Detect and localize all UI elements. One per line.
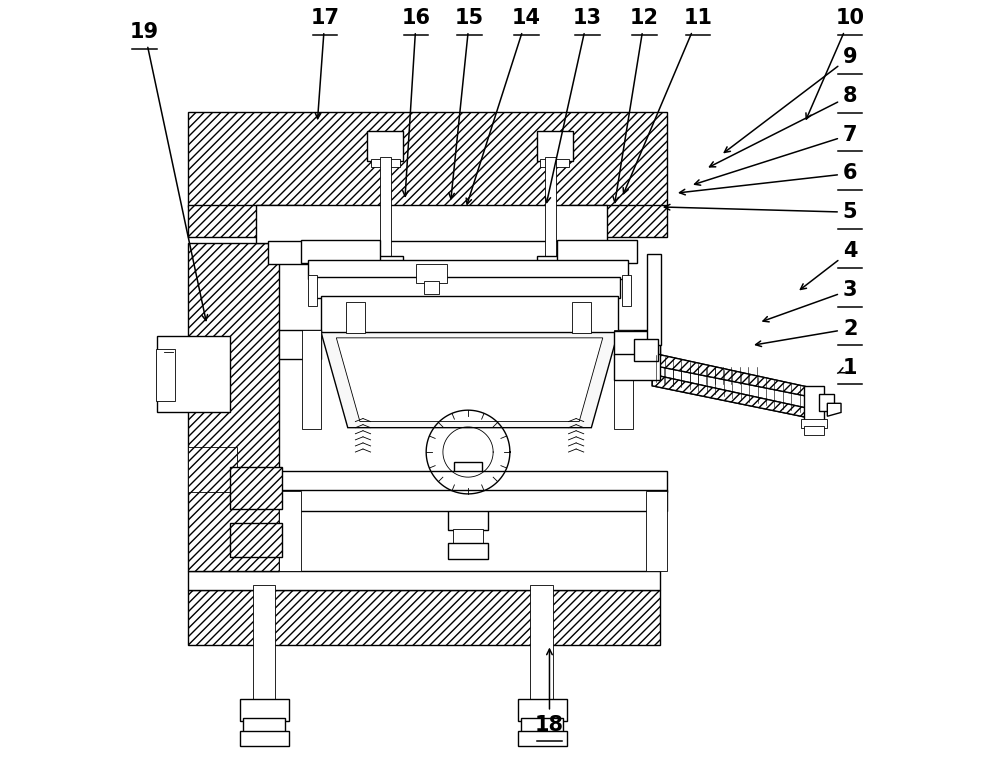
Bar — [346, 302, 365, 332]
Text: 3: 3 — [763, 280, 857, 322]
Polygon shape — [652, 353, 820, 399]
Bar — [268, 241, 595, 264]
Text: 8: 8 — [710, 86, 857, 167]
Text: 5: 5 — [664, 202, 857, 222]
Bar — [279, 471, 667, 492]
Bar — [156, 349, 175, 401]
Bar — [301, 241, 380, 264]
Bar — [614, 331, 660, 355]
Polygon shape — [652, 374, 820, 420]
Bar — [518, 699, 567, 720]
Text: 17: 17 — [310, 8, 339, 118]
Bar — [618, 330, 660, 359]
Bar — [377, 264, 393, 309]
Bar — [622, 276, 631, 306]
Bar — [546, 264, 563, 309]
Bar — [647, 254, 661, 345]
Bar — [448, 509, 488, 530]
Text: 10: 10 — [806, 8, 865, 119]
Bar — [308, 261, 628, 279]
Bar — [448, 543, 488, 558]
Bar — [801, 419, 827, 428]
Bar — [188, 244, 279, 571]
Bar — [253, 585, 275, 703]
Text: 11: 11 — [623, 8, 712, 193]
Text: 15: 15 — [449, 8, 484, 199]
Text: 9: 9 — [724, 47, 857, 153]
Bar — [188, 206, 301, 238]
Bar — [530, 585, 553, 703]
Text: 18: 18 — [535, 649, 564, 734]
Bar — [157, 336, 230, 413]
Text: 1: 1 — [838, 358, 857, 377]
Bar — [188, 590, 660, 645]
Bar — [321, 296, 618, 332]
Bar — [569, 206, 667, 238]
Bar — [188, 112, 667, 207]
Text: 12: 12 — [613, 8, 659, 202]
Bar — [804, 426, 824, 435]
Bar — [256, 206, 607, 244]
Bar — [371, 159, 400, 167]
Bar — [308, 276, 317, 306]
Bar — [537, 131, 573, 161]
Bar — [302, 330, 321, 429]
Polygon shape — [652, 353, 820, 399]
Text: 2: 2 — [756, 319, 857, 347]
Bar — [572, 302, 591, 332]
Bar — [646, 490, 667, 571]
Text: 13: 13 — [545, 8, 602, 202]
Bar — [545, 157, 556, 261]
Bar — [279, 330, 321, 359]
Bar — [188, 447, 237, 492]
Bar — [279, 490, 667, 511]
Bar — [634, 339, 658, 361]
Bar — [819, 394, 834, 411]
Text: 4: 4 — [800, 241, 857, 290]
Polygon shape — [652, 374, 820, 420]
Text: 16: 16 — [402, 8, 431, 196]
Bar — [614, 330, 633, 429]
Bar — [230, 468, 282, 509]
Bar — [521, 718, 563, 732]
Bar — [240, 730, 289, 746]
Bar — [540, 159, 569, 167]
Bar — [316, 277, 620, 298]
Text: 14: 14 — [466, 8, 541, 204]
Bar — [614, 354, 660, 380]
Bar — [240, 699, 289, 720]
Polygon shape — [827, 403, 841, 416]
Bar — [188, 571, 660, 590]
Polygon shape — [336, 338, 603, 422]
Bar — [367, 131, 403, 161]
Bar — [804, 386, 824, 420]
Bar — [243, 718, 285, 732]
Bar — [537, 256, 573, 270]
Text: 6: 6 — [680, 163, 857, 195]
Bar — [424, 280, 439, 294]
Bar — [416, 264, 447, 283]
Bar — [535, 306, 575, 319]
Bar — [230, 523, 282, 557]
Bar — [453, 529, 483, 545]
Polygon shape — [321, 332, 618, 428]
Bar — [380, 157, 391, 261]
Bar — [454, 462, 482, 511]
Text: 7: 7 — [695, 125, 857, 185]
Bar — [367, 256, 403, 270]
Bar — [365, 306, 405, 319]
Text: 19: 19 — [130, 22, 208, 321]
Bar — [279, 490, 301, 571]
Bar — [518, 730, 567, 746]
Bar — [557, 241, 637, 264]
